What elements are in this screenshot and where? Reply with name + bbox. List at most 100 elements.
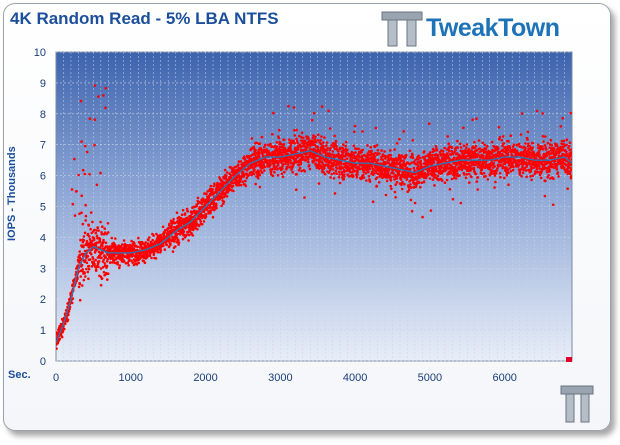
data-point	[291, 165, 295, 168]
data-point	[389, 179, 393, 182]
data-point	[156, 250, 160, 254]
data-point	[237, 163, 240, 166]
data-point	[295, 188, 298, 191]
data-point	[83, 172, 87, 176]
data-point	[75, 267, 78, 270]
data-point	[386, 171, 390, 174]
data-point	[81, 168, 85, 172]
data-point	[316, 145, 320, 149]
data-point	[366, 144, 369, 147]
data-point	[471, 118, 474, 122]
data-point	[98, 240, 102, 243]
data-point	[314, 140, 318, 143]
data-point	[184, 234, 187, 238]
data-point	[78, 256, 82, 260]
data-point	[316, 139, 320, 142]
data-point	[109, 261, 112, 264]
data-point	[245, 172, 248, 176]
data-point	[317, 167, 321, 170]
data-point	[306, 146, 309, 149]
data-point	[173, 240, 176, 243]
data-point	[317, 133, 320, 137]
data-point	[450, 146, 454, 150]
data-point	[85, 267, 88, 271]
data-point	[474, 144, 478, 148]
data-point	[454, 165, 457, 169]
data-point	[259, 169, 263, 172]
data-point	[229, 176, 233, 179]
data-point	[454, 177, 458, 180]
data-point	[197, 224, 201, 228]
data-point	[99, 267, 103, 270]
data-point	[353, 169, 357, 173]
data-point	[282, 163, 285, 166]
data-point	[465, 146, 468, 149]
data-point	[433, 149, 436, 152]
data-point	[222, 200, 226, 203]
data-point	[191, 234, 195, 237]
data-point	[168, 222, 171, 226]
data-point	[303, 143, 306, 147]
data-point	[185, 216, 189, 220]
data-point	[468, 181, 471, 184]
data-point	[93, 118, 97, 121]
data-point	[214, 198, 217, 201]
data-point	[399, 159, 403, 163]
data-point	[547, 174, 550, 177]
data-point	[317, 182, 321, 185]
data-point	[542, 152, 546, 156]
data-point	[118, 266, 121, 270]
data-point	[544, 179, 547, 183]
data-point	[338, 181, 342, 185]
data-point	[288, 138, 291, 141]
data-point	[492, 162, 496, 165]
data-point	[545, 154, 549, 158]
data-point	[499, 175, 502, 179]
data-point	[458, 174, 462, 177]
data-point	[490, 172, 494, 175]
data-point	[106, 258, 109, 261]
data-point	[137, 261, 141, 265]
data-point	[319, 138, 322, 142]
data-point	[122, 260, 126, 263]
data-point	[524, 146, 527, 150]
data-point	[100, 256, 103, 260]
y-axis-label: IOPS - Thousands	[6, 146, 18, 241]
data-point	[550, 163, 554, 166]
data-point	[187, 233, 191, 237]
data-point	[339, 167, 343, 171]
data-point	[243, 155, 246, 158]
data-point	[341, 146, 344, 150]
data-point	[350, 150, 354, 154]
data-point	[133, 242, 136, 245]
data-point	[482, 172, 486, 175]
data-point	[102, 94, 105, 97]
data-point	[82, 278, 86, 282]
data-point	[97, 95, 100, 98]
data-point	[190, 212, 194, 216]
data-point	[95, 229, 98, 232]
data-point	[94, 231, 98, 235]
data-point	[418, 176, 422, 179]
data-point	[177, 225, 181, 229]
data-point	[204, 215, 208, 218]
data-point	[371, 200, 375, 203]
data-point	[196, 227, 199, 231]
data-point	[198, 206, 202, 209]
y-tick-label: 2	[40, 294, 46, 306]
data-point	[474, 172, 478, 176]
data-point	[269, 159, 273, 162]
data-point	[559, 125, 563, 128]
data-point	[287, 104, 290, 108]
data-point	[299, 161, 303, 164]
data-point	[90, 265, 94, 268]
data-point	[477, 139, 481, 142]
data-point	[409, 186, 413, 189]
data-point	[510, 159, 513, 163]
data-point	[449, 171, 453, 175]
data-point	[144, 245, 148, 248]
data-point	[389, 184, 393, 188]
data-point	[280, 159, 283, 163]
data-point	[83, 144, 87, 148]
